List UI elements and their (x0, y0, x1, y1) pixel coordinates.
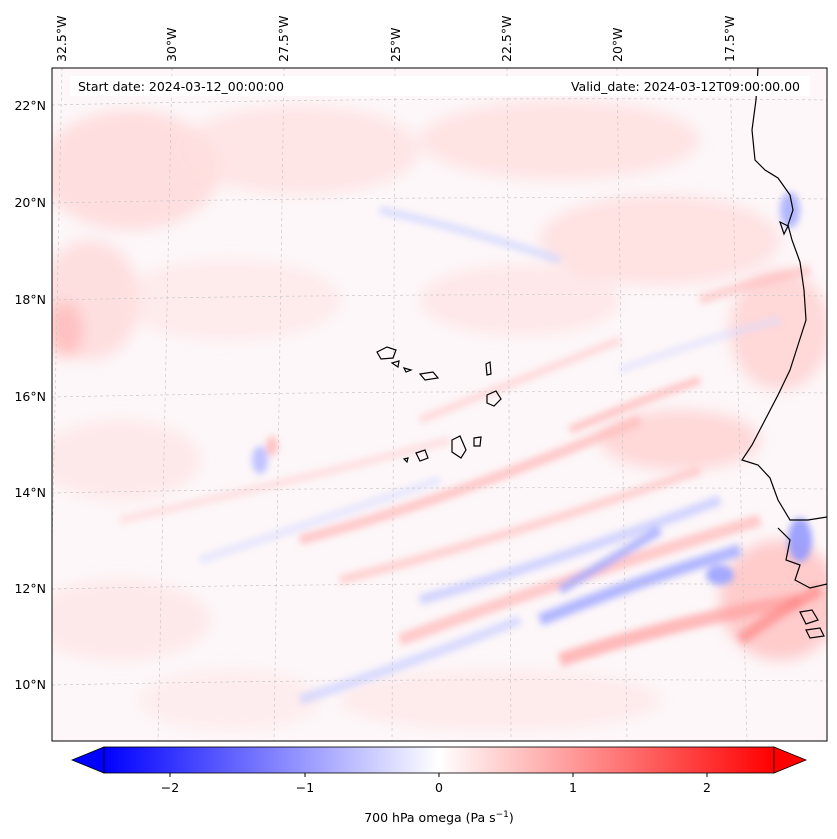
omega-field (52, 68, 827, 741)
lon-label-22-5w: 22.5°W (499, 16, 514, 62)
colorbar-tick-2: 2 (703, 780, 711, 795)
colorbar-tick-neg1: −1 (296, 780, 314, 795)
colorbar-label: 700 hPa omega (Pa s−1) (364, 810, 514, 825)
longitude-labels: 32.5°W 30°W 27.5°W 25°W 22.5°W 20°W 17.5… (54, 16, 737, 62)
valid-date-label: Valid_date: 2024-03-12T09:00:00.00 (571, 79, 800, 94)
map-frame (51, 67, 828, 742)
lat-label-18n: 18°N (14, 292, 46, 307)
lat-label-14n: 14°N (14, 485, 46, 500)
colorbar-tick-1: 1 (569, 780, 577, 795)
colorbar-max-extend (773, 746, 808, 774)
colorbar-tick-neg2: −2 (161, 780, 179, 795)
lon-label-30w: 30°W (164, 27, 179, 62)
coastline-africa (741, 68, 827, 639)
lon-label-27-5w: 27.5°W (276, 16, 291, 62)
lat-label-10n: 10°N (14, 677, 46, 692)
start-date-label: Start date: 2024-03-12_00:00:00 (78, 79, 284, 94)
lat-label-22n: 22°N (14, 98, 46, 113)
lat-label-16n: 16°N (14, 389, 46, 404)
header-strip (70, 76, 810, 96)
lon-label-32-5w: 32.5°W (54, 16, 69, 62)
positive-omega-patches (52, 100, 827, 730)
lon-label-25w: 25°W (388, 27, 403, 62)
graticule (52, 68, 827, 741)
latitude-labels: 22°N 20°N 18°N 16°N 14°N 12°N 10°N (14, 98, 46, 692)
colorbar-body (103, 746, 775, 774)
cape-verde-islands (376, 346, 502, 464)
lon-label-20w: 20°W (610, 27, 625, 62)
lon-label-17-5w: 17.5°W (722, 16, 737, 62)
colorbar-tick-0: 0 (435, 780, 443, 795)
colorbar: −2 −1 0 1 2 700 hPa omega (Pa s−1) (70, 746, 808, 825)
colorbar-min-extend (70, 746, 105, 774)
lat-label-12n: 12°N (14, 581, 46, 596)
lat-label-20n: 20°N (14, 195, 46, 210)
